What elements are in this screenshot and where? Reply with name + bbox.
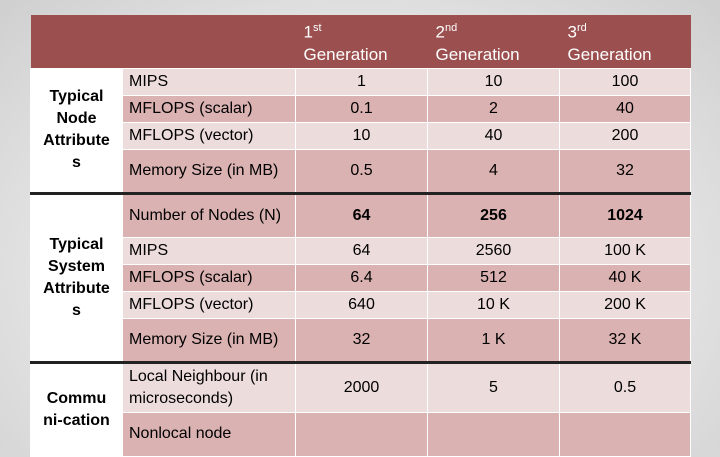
cell-gen1: 2000 <box>295 360 428 413</box>
cell-gen1 <box>295 411 428 457</box>
cell-gen3: 0.5 <box>559 360 691 413</box>
table-row: Nonlocal node <box>31 411 691 457</box>
header-corner <box>30 15 296 69</box>
cell-gen2: 1 K <box>427 317 560 363</box>
group-label-node: Typical Node Attribute s <box>30 67 123 194</box>
attr-label: MFLOPS (vector) <box>122 290 296 319</box>
table-row: Commu ni-cation Local Neighbour (in micr… <box>30 360 691 457</box>
table-row: MFLOPS (scalar) 6.4 512 40 K <box>31 263 691 292</box>
cell-gen3: 1024 <box>559 191 691 238</box>
cell-gen1: 640 <box>295 290 428 319</box>
cell-gen3: 40 <box>559 94 691 123</box>
group-label-communication: Commu ni-cation <box>30 360 123 457</box>
attr-label: Memory Size (in MB) <box>122 317 296 363</box>
cell-gen3: 200 <box>559 121 691 150</box>
header-row: 1st Generation 2nd Generation 3rd Generatio… <box>30 15 691 69</box>
cell-gen3: 32 <box>559 148 691 194</box>
attr-label: MIPS <box>122 67 296 96</box>
table-row: MFLOPS (vector) 640 10 K 200 K <box>31 290 691 319</box>
cell-gen2: 10 K <box>427 290 560 319</box>
cell-gen3: 100 K <box>559 236 691 265</box>
cell-gen2: 4 <box>427 148 560 194</box>
generations-table: 1st Generation 2nd Generation 3rd Generatio… <box>30 15 691 457</box>
cell-gen1: 64 <box>295 191 428 238</box>
attr-label: MFLOPS (scalar) <box>122 94 296 123</box>
cell-gen1: 64 <box>295 236 428 265</box>
cell-gen2: 40 <box>427 121 560 150</box>
attr-label: Local Neighbour (in microseconds) <box>122 360 296 413</box>
cell-gen2: 2560 <box>427 236 560 265</box>
cell-gen1: 32 <box>295 317 428 363</box>
cell-gen2: 256 <box>427 191 560 238</box>
cell-gen1: 0.1 <box>295 94 428 123</box>
table-row: Typical System Attribute s Number of Nod… <box>30 191 691 363</box>
cell-gen1: 10 <box>295 121 428 150</box>
attr-label: MFLOPS (vector) <box>122 121 296 150</box>
cell-gen3: 200 K <box>559 290 691 319</box>
cell-gen2: 10 <box>427 67 560 96</box>
table-row: MFLOPS (scalar) 0.1 2 40 <box>31 94 691 123</box>
cell-gen3: 32 K <box>559 317 691 363</box>
table-row: Memory Size (in MB) 32 1 K 32 K <box>31 317 691 363</box>
table-row: MFLOPS (vector) 10 40 200 <box>31 121 691 150</box>
header-gen1: 1st Generation <box>295 15 428 69</box>
table-row: MIPS 64 2560 100 K <box>31 236 691 265</box>
attr-label: MIPS <box>122 236 296 265</box>
header-gen2: 2nd Generation <box>427 15 560 69</box>
table-row: Typical Node Attribute s MIPS 1 10 100 <box>30 67 691 194</box>
header-gen3: 3rd Generation <box>559 15 691 69</box>
cell-gen2: 5 <box>427 360 560 413</box>
cell-gen1: 6.4 <box>295 263 428 292</box>
attr-label: Memory Size (in MB) <box>122 148 296 194</box>
cell-gen2: 512 <box>427 263 560 292</box>
group-label-system: Typical System Attribute s <box>30 191 123 363</box>
cell-gen3: 100 <box>559 67 691 96</box>
attr-label: Nonlocal node <box>122 411 296 457</box>
table-row: Memory Size (in MB) 0.5 4 32 <box>31 148 691 194</box>
cell-gen3: 40 K <box>559 263 691 292</box>
cell-gen2: 2 <box>427 94 560 123</box>
cell-gen1: 0.5 <box>295 148 428 194</box>
attr-label: MFLOPS (scalar) <box>122 263 296 292</box>
cell-gen1: 1 <box>295 67 428 96</box>
attr-label: Number of Nodes (N) <box>122 191 296 238</box>
